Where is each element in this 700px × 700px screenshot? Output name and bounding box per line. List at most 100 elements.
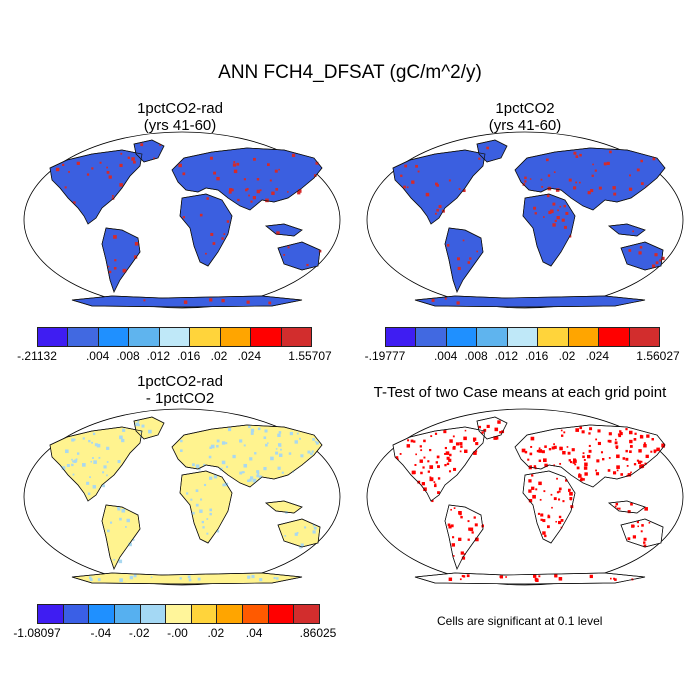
grid-cell	[610, 577, 612, 580]
grid-cell	[542, 531, 546, 535]
grid-cell	[206, 518, 209, 520]
grid-cell	[186, 492, 189, 495]
grid-cell	[640, 182, 644, 185]
grid-cell	[126, 518, 130, 523]
grid-cell	[209, 508, 213, 512]
grid-cell	[140, 430, 143, 433]
grid-cell	[315, 161, 319, 165]
grid-cell	[226, 465, 229, 468]
grid-cell	[119, 578, 123, 582]
grid-cell	[573, 186, 577, 190]
colorbar-swatch	[63, 605, 90, 623]
grid-cell	[395, 456, 399, 459]
grid-cell	[250, 476, 254, 480]
colorbar-swatch	[446, 328, 478, 346]
grid-cell	[600, 451, 604, 454]
grid-cell	[202, 526, 205, 529]
grid-cell	[446, 244, 450, 247]
grid-cell	[243, 178, 246, 181]
grid-cell	[452, 536, 455, 539]
grid-cell	[558, 487, 562, 491]
colorbar-swatch	[386, 328, 417, 346]
grid-cell	[119, 163, 123, 168]
grid-cell	[267, 442, 269, 444]
grid-cell	[595, 472, 600, 476]
grid-cell	[653, 451, 656, 454]
grid-cell	[474, 523, 478, 527]
grid-cell	[568, 178, 572, 182]
grid-cell	[473, 516, 476, 519]
grid-cell	[614, 578, 617, 581]
colorbar-swatch	[599, 328, 630, 346]
grid-cell	[250, 428, 255, 433]
grid-cell	[478, 157, 481, 160]
grid-cell	[296, 432, 299, 435]
grid-cell	[233, 161, 236, 163]
grid-cell	[455, 442, 460, 446]
grid-cell	[546, 194, 550, 198]
coastline-4	[522, 193, 576, 267]
grid-cell	[140, 143, 144, 147]
grid-cell	[410, 439, 414, 443]
grid-cell	[643, 443, 647, 448]
grid-cell	[569, 491, 573, 496]
grid-cell	[82, 437, 85, 440]
grid-cell	[92, 485, 97, 489]
map-panel-3	[23, 408, 341, 586]
grid-cell	[637, 525, 639, 528]
grid-cell	[538, 447, 541, 450]
grid-cell	[560, 429, 563, 432]
colorbar-tick-label: -.04	[90, 626, 112, 640]
grid-cell	[221, 237, 224, 240]
grid-cell	[612, 471, 617, 475]
grid-cell	[464, 449, 468, 453]
grid-cell	[300, 454, 304, 458]
grid-cell	[89, 476, 91, 479]
grid-cell	[619, 430, 622, 433]
grid-cell	[640, 434, 643, 438]
grid-cell	[560, 434, 564, 437]
grid-cell	[547, 515, 551, 519]
grid-cell	[150, 576, 153, 579]
grid-cell	[183, 300, 188, 304]
grid-cell	[652, 157, 656, 161]
grid-cell	[419, 445, 422, 448]
grid-cell	[274, 169, 278, 173]
grid-cell	[463, 436, 467, 441]
grid-cell	[458, 510, 462, 515]
grid-cell	[411, 470, 416, 475]
grid-cell	[467, 538, 470, 541]
grid-cell	[419, 459, 423, 463]
grid-cell	[267, 163, 270, 167]
grid-cell	[531, 474, 534, 477]
colorbar-1	[37, 327, 312, 347]
grid-cell	[71, 438, 75, 442]
grid-cell	[574, 463, 577, 466]
grid-cell	[143, 299, 146, 302]
grid-cell	[153, 157, 155, 160]
grid-cell	[646, 434, 650, 438]
grid-cell	[556, 477, 558, 480]
grid-cell	[109, 521, 113, 524]
grid-cell	[256, 474, 260, 478]
grid-cell	[551, 506, 553, 509]
grid-cell	[289, 431, 294, 436]
grid-cell	[125, 526, 127, 528]
grid-cell	[499, 431, 502, 434]
grid-cell	[415, 453, 417, 456]
grid-cell	[639, 246, 643, 249]
grid-cell	[528, 498, 533, 503]
grid-cell	[613, 192, 617, 196]
grid-cell	[636, 168, 640, 172]
grid-cell	[538, 481, 542, 486]
grid-cell	[594, 169, 597, 172]
grid-cell	[232, 454, 236, 459]
grid-cell	[486, 424, 490, 429]
grid-cell	[558, 577, 563, 581]
coastline-3	[514, 424, 666, 488]
grid-cell	[263, 436, 267, 440]
grid-cell	[553, 445, 557, 449]
grid-cell	[632, 525, 635, 528]
grid-cell	[313, 526, 317, 530]
grid-cell	[548, 448, 552, 451]
